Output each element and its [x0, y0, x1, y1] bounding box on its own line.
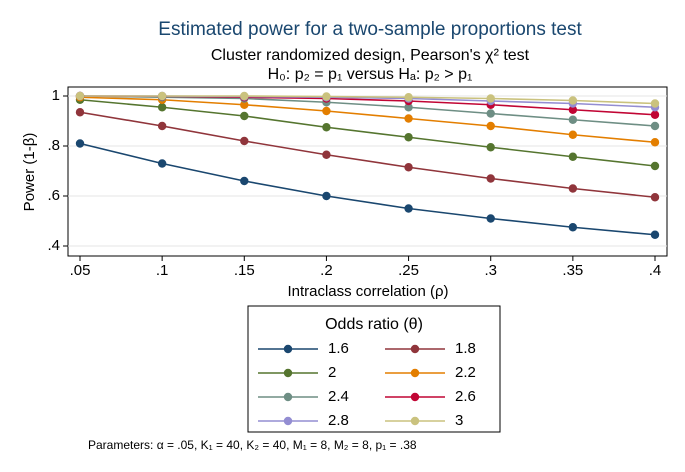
series-line: [79, 96, 656, 144]
data-point: [322, 92, 331, 101]
y-tick-label: .4: [47, 237, 60, 254]
data-point: [568, 115, 578, 124]
x-tick-label: .15: [234, 262, 255, 279]
y-tick-label: 1: [52, 87, 60, 104]
data-point: [240, 91, 249, 101]
x-tick-label: .3: [484, 262, 497, 279]
data-point: [568, 96, 578, 105]
data-point: [568, 152, 578, 161]
chart-subtitle: Cluster randomized design, Pearson's χ² …: [211, 47, 530, 64]
data-point: [157, 103, 167, 112]
data-point: [650, 99, 660, 108]
data-point: [568, 184, 578, 193]
x-tick-label: .1: [156, 262, 169, 279]
legend-marker: [283, 392, 293, 402]
data-point: [486, 143, 495, 152]
data-point: [650, 193, 660, 202]
legend-marker: [410, 368, 420, 378]
data-point: [650, 161, 660, 171]
legend-box: [247, 305, 501, 433]
data-point: [240, 111, 249, 121]
legend-label: 3: [455, 412, 463, 429]
legend-label: 2.2: [455, 364, 476, 381]
legend-label: 2.4: [328, 388, 349, 405]
x-axis-title: Intraclass correlation (ρ): [287, 283, 448, 300]
data-point: [486, 214, 495, 223]
y-tick-label: .6: [47, 187, 60, 204]
x-tick-label: .4: [649, 262, 662, 279]
data-point: [404, 103, 413, 112]
data-point: [650, 110, 660, 119]
y-axis-title: Power (1-β): [21, 133, 38, 212]
note: Parameters: α = .05, K₁ = 40, K₂ = 40, M…: [88, 438, 417, 452]
legend-marker: [283, 368, 293, 378]
y-tick-label: .8: [47, 137, 60, 154]
plot-area: [67, 86, 668, 257]
data-point: [404, 204, 413, 213]
legend-label: 1.6: [328, 340, 349, 357]
series-line: [79, 111, 656, 199]
legend-label: 2.8: [328, 412, 349, 429]
data-point: [240, 100, 249, 109]
series-line: [79, 95, 656, 127]
x-tick-label: .25: [398, 262, 419, 279]
data-point: [240, 136, 249, 146]
data-point: [650, 121, 660, 131]
data-point: [157, 159, 167, 168]
data-point: [240, 176, 249, 186]
legend-marker: [283, 416, 293, 426]
data-point: [568, 105, 578, 114]
data-point: [322, 106, 331, 116]
series-line: [79, 98, 656, 167]
legend-label: 1.8: [455, 340, 476, 357]
data-point: [568, 130, 578, 139]
x-tick-label: .05: [70, 262, 91, 279]
data-point: [650, 138, 660, 147]
legend-label: 2: [328, 364, 336, 381]
data-point: [650, 230, 660, 239]
data-point: [404, 93, 413, 102]
data-point: [75, 108, 85, 117]
x-tick-label: .35: [562, 262, 583, 279]
data-point: [157, 91, 167, 101]
legend-label: 2.6: [455, 388, 476, 405]
data-point: [322, 123, 331, 132]
legend-marker: [410, 392, 420, 402]
data-point: [404, 163, 413, 172]
chart-title: Estimated power for a two-sample proport…: [158, 19, 582, 40]
data-point: [486, 94, 495, 103]
data-point: [75, 139, 85, 148]
series-line: [80, 95, 656, 105]
data-point: [157, 121, 167, 131]
data-point: [322, 150, 331, 159]
data-point: [322, 191, 331, 201]
series-line: [79, 142, 656, 236]
legend-marker: [410, 416, 420, 426]
legend-marker: [410, 344, 420, 354]
data-point: [486, 121, 495, 131]
legend-marker: [283, 344, 293, 354]
data-point: [75, 91, 85, 101]
data-point: [486, 174, 495, 183]
data-point: [568, 223, 578, 232]
legend-title: Odds ratio (θ): [325, 316, 423, 333]
chart-subtitle: H₀: p₂ = p₁ versus Hₐ: p₂ > p₁: [268, 66, 473, 83]
data-point: [486, 109, 495, 118]
x-tick-label: .2: [320, 262, 333, 279]
data-point: [404, 114, 413, 123]
data-point: [404, 133, 413, 142]
